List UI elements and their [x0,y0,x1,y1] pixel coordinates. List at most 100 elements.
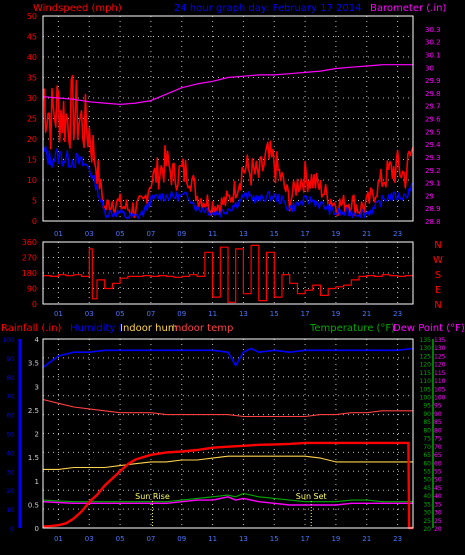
graph-title: 24 hour graph day: February 17 2014 [174,3,362,14]
p3-temp-tick-25: 25 [423,518,431,525]
p2-x-tick-05: 05 [116,310,125,318]
p3-pct-tick-0: 0 [10,526,14,533]
sunrise-label: Sun Rise [135,492,170,501]
p1-x-tick-09: 09 [177,230,186,238]
p3-temp-tick-55: 55 [423,468,431,475]
p3-pct-tick-80: 80 [6,375,14,382]
p3-temp-tick-75: 75 [423,436,431,443]
p3-pct-tick-70: 70 [6,394,14,401]
p3-x-tick-11: 11 [208,535,217,543]
indoor-temp-line [42,398,413,418]
p3-dew-tick-95: 95 [434,403,442,410]
wind-direction-line [43,244,414,303]
p3-x-tick-23: 23 [393,535,402,543]
p1-y2-tick-29.3: 29.3 [425,154,441,162]
p2-x-tick-17: 17 [301,310,310,318]
p3-dew-tick-125: 125 [434,353,446,360]
windspeed-label: Windspeed (mph) [33,3,122,14]
wind-average-line [42,145,414,220]
p3-dew-tick-30: 30 [434,510,442,517]
p1-y-tick-0: 0 [32,217,37,226]
p3-dew-tick-115: 115 [434,370,446,377]
p3-rain-tick-1: 1 [35,478,39,486]
p3-temp-tick-100: 100 [420,395,432,402]
p1-x-tick-11: 11 [208,230,217,238]
p1-y-tick-40: 40 [27,53,37,62]
p3-dew-tick-70: 70 [434,444,442,451]
p3-dew-tick-45: 45 [434,485,442,492]
p3-dew-tick-60: 60 [434,460,442,467]
p1-y2-tick-30.3: 30.3 [425,26,441,34]
p3-dew-tick-85: 85 [434,419,442,426]
p1-y2-tick-29.6: 29.6 [425,116,441,124]
indoor-temp-label: Indoor temp [172,323,233,334]
p3-temp-tick-80: 80 [423,427,431,434]
p1-y2-tick-30.2: 30.2 [425,39,441,47]
p3-pct-tick-20: 20 [6,488,14,495]
p1-y2-tick-29.1: 29.1 [425,180,441,188]
p3-pct-tick-100: 100 [3,337,15,344]
p2-y-tick-270: 270 [22,254,37,263]
p3-x-tick-15: 15 [270,535,279,543]
p1-y2-tick-29.8: 29.8 [425,90,441,98]
p2-compass-south: S [435,270,441,281]
p3-dew-tick-120: 120 [434,362,446,369]
humidity-line [42,347,414,369]
sunset-label: Sun Set [296,492,327,501]
p3-x-tick-19: 19 [331,535,340,543]
p3-rain-tick-0.5: 0.5 [28,501,39,509]
p3-temp-tick-120: 120 [420,362,432,369]
p3-dew-tick-25: 25 [434,518,442,525]
p3-dew-tick-80: 80 [434,427,442,434]
p3-temp-tick-45: 45 [423,485,431,492]
indoor-hum-label: Indoor hum [120,323,178,334]
p2-x-tick-03: 03 [85,310,94,318]
p3-x-tick-09: 09 [177,535,186,543]
p3-temp-tick-95: 95 [423,403,431,410]
indoor-hum-line [43,455,413,470]
p3-x-tick-03: 03 [85,535,94,543]
p3-dew-tick-100: 100 [434,395,446,402]
p3-temp-tick-30: 30 [423,510,431,517]
p3-pct-tick-10: 10 [6,507,14,514]
wind-speed-line [42,74,414,218]
p3-temp-tick-90: 90 [423,411,431,418]
temperature-label: Temperature (°F) [309,323,395,334]
p3-pct-tick-60: 60 [6,413,14,420]
p3-temp-tick-70: 70 [423,444,431,451]
p2-frame [42,241,414,305]
p1-y2-tick-29: 29 [425,192,434,200]
p3-dew-tick-90: 90 [434,411,442,418]
p2-x-tick-15: 15 [270,310,279,318]
p1-y2-tick-29.5: 29.5 [425,128,441,136]
p2-compass-west: W [433,255,443,266]
p3-dew-tick-75: 75 [434,436,442,443]
p1-x-tick-03: 03 [85,230,94,238]
p1-frame [42,15,414,222]
p3-temp-tick-65: 65 [423,452,431,459]
p1-y-tick-20: 20 [27,135,37,144]
p2-x-tick-11: 11 [208,310,217,318]
p3-temp-tick-125: 125 [420,353,432,360]
p1-y2-tick-30: 30 [425,64,434,72]
p3-frame [42,338,414,529]
p3-temp-tick-50: 50 [423,477,431,484]
p2-x-tick-23: 23 [393,310,402,318]
p1-x-tick-21: 21 [362,230,371,238]
p1-y2-tick-30.1: 30.1 [425,51,441,59]
p2-x-tick-09: 09 [177,310,186,318]
p1-x-tick-07: 07 [146,230,155,238]
rainfall-line [42,441,413,530]
barometer-label: Barometer (.in) [370,3,446,14]
p3-dew-tick-55: 55 [434,468,442,475]
p3-dew-tick-65: 65 [434,452,442,459]
p1-x-tick-13: 13 [239,230,248,238]
p2-x-tick-13: 13 [239,310,248,318]
p1-y-tick-25: 25 [27,115,37,124]
p3-rain-tick-1.5: 1.5 [28,454,39,462]
temperature-line [42,492,413,503]
p1-y2-tick-29.7: 29.7 [425,103,441,111]
rainfall-label: Rainfall (.in) [1,323,62,334]
p1-x-tick-15: 15 [270,230,279,238]
